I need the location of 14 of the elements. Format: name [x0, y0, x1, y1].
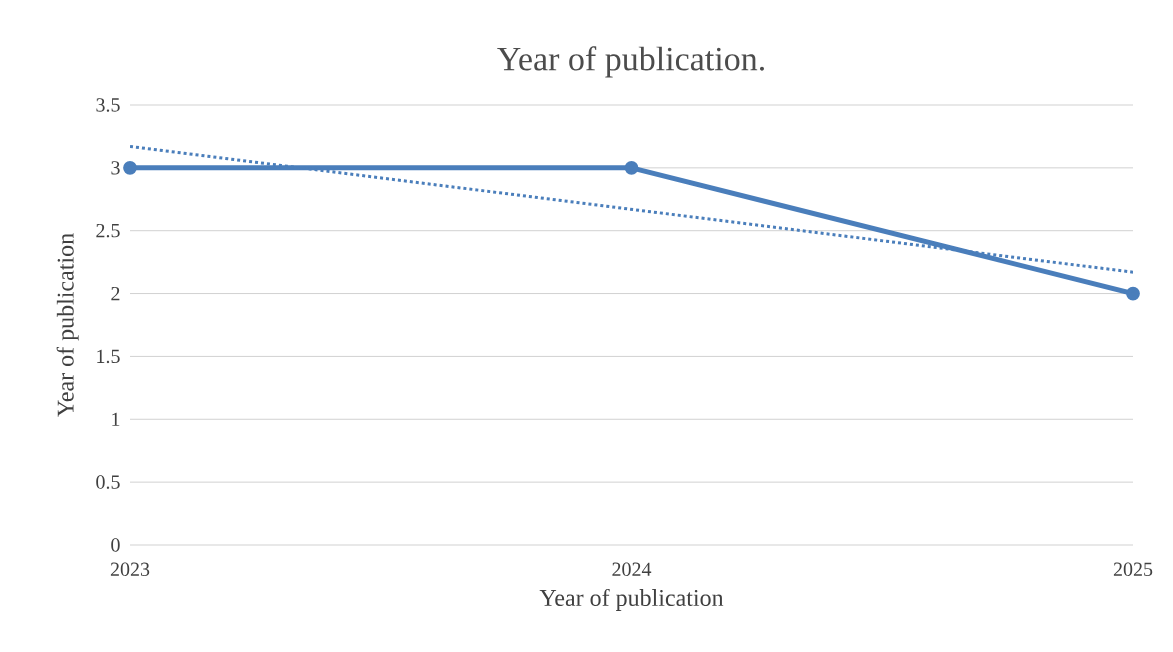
x-axis-title: Year of publication: [539, 588, 724, 611]
y-tick-label: 3.5: [96, 98, 120, 112]
y-tick-label: 3: [111, 161, 120, 175]
y-tick-label: 1: [112, 412, 120, 426]
y-tick-label: 0: [111, 538, 120, 552]
y-tick-label: 0.5: [96, 475, 120, 489]
y-tick-label: 2: [111, 286, 120, 301]
chart-title: Year of publication.: [497, 46, 764, 78]
y-tick-label: 2.5: [96, 223, 120, 238]
x-tick-label: 2024: [612, 562, 652, 577]
x-tick-label: 2025: [1113, 562, 1153, 577]
x-tick-label: 2023: [110, 562, 150, 577]
y-axis-title: Year of publication: [56, 233, 79, 417]
y-tick-label: 1.5: [97, 349, 120, 364]
